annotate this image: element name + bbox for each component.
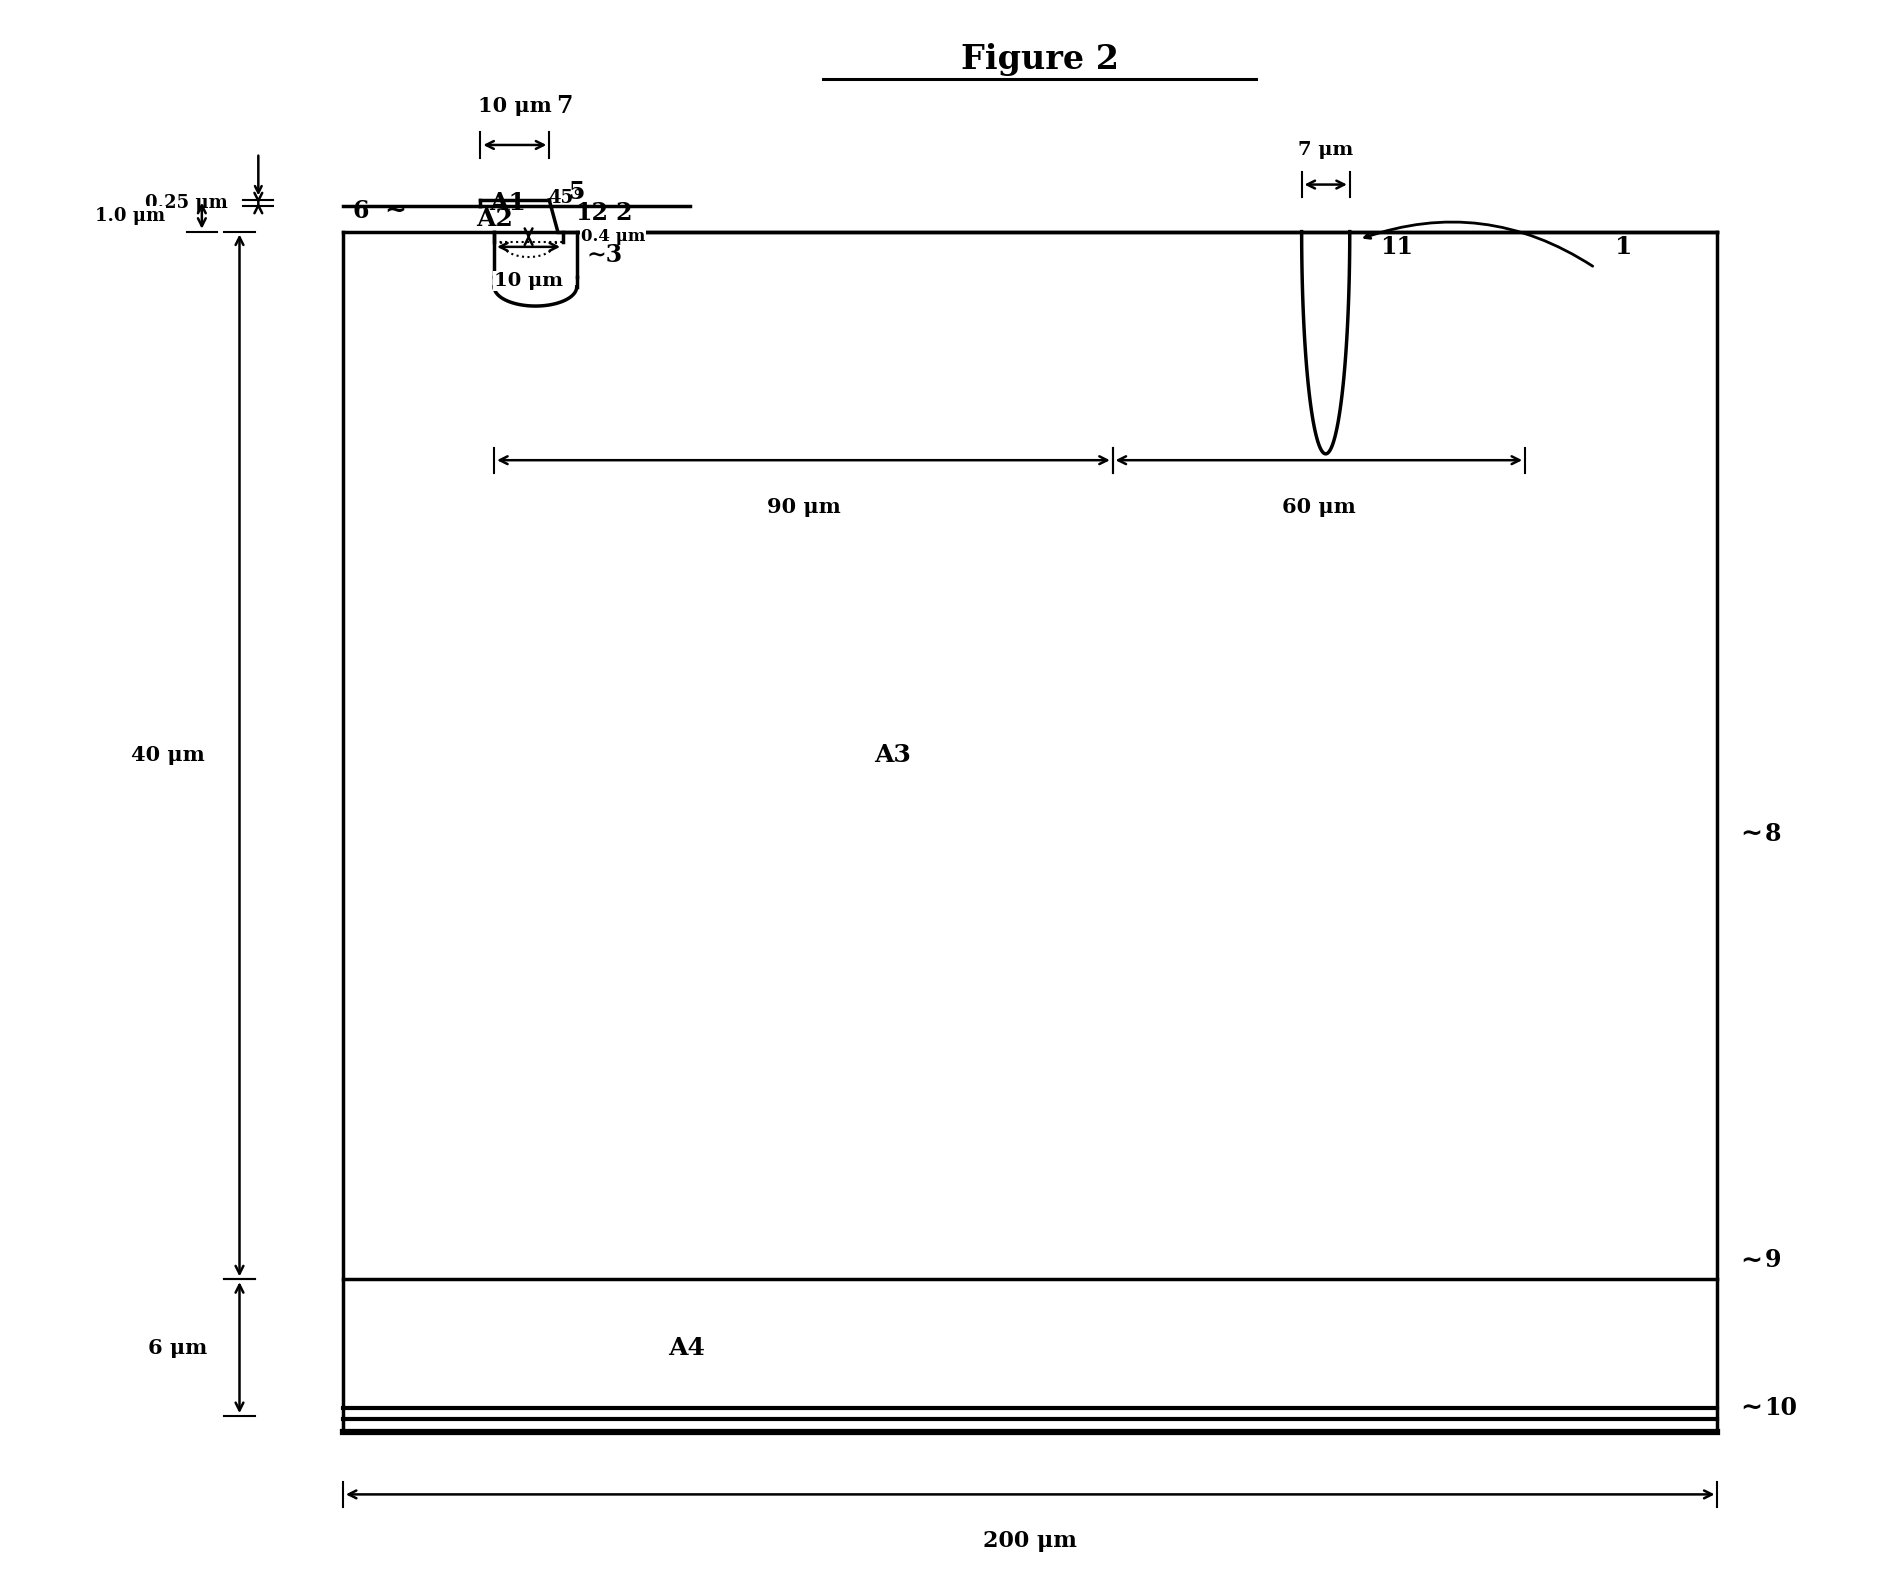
Text: A1: A1 xyxy=(490,191,526,214)
Text: A3: A3 xyxy=(874,743,911,768)
Text: 10 μm: 10 μm xyxy=(478,96,552,115)
Text: 7 μm: 7 μm xyxy=(1297,140,1354,159)
Text: 90 μm: 90 μm xyxy=(766,497,840,517)
Text: 5: 5 xyxy=(569,180,584,205)
Text: 9: 9 xyxy=(1764,1249,1781,1273)
Text: ∼: ∼ xyxy=(384,199,407,224)
Text: ∼: ∼ xyxy=(1740,1396,1762,1421)
Text: 2: 2 xyxy=(615,200,632,226)
Text: 8: 8 xyxy=(1764,822,1781,845)
Text: Figure 2: Figure 2 xyxy=(961,43,1119,76)
Text: 1.0 μm: 1.0 μm xyxy=(95,207,165,226)
Text: 7: 7 xyxy=(556,93,573,118)
Text: 40 μm: 40 μm xyxy=(130,746,204,765)
Text: 6 μm: 6 μm xyxy=(147,1337,206,1358)
Text: 0.4 μm: 0.4 μm xyxy=(581,229,645,244)
Text: 0.25 μm: 0.25 μm xyxy=(146,194,229,211)
Text: 200 μm: 200 μm xyxy=(983,1530,1078,1552)
Text: 12: 12 xyxy=(575,200,607,226)
Text: 10: 10 xyxy=(1764,1396,1798,1421)
Text: ∼: ∼ xyxy=(1740,1247,1762,1274)
Text: 11: 11 xyxy=(1380,235,1413,259)
Text: ∼: ∼ xyxy=(1740,822,1762,847)
Text: 1: 1 xyxy=(1615,235,1632,259)
Text: 10 μm: 10 μm xyxy=(494,273,564,290)
Text: A4: A4 xyxy=(668,1336,705,1359)
Text: 45°: 45° xyxy=(548,189,582,208)
Text: A2: A2 xyxy=(477,207,512,230)
Text: 60 μm: 60 μm xyxy=(1282,497,1356,517)
Text: 6: 6 xyxy=(352,199,369,222)
Text: ∼3: ∼3 xyxy=(586,243,622,267)
